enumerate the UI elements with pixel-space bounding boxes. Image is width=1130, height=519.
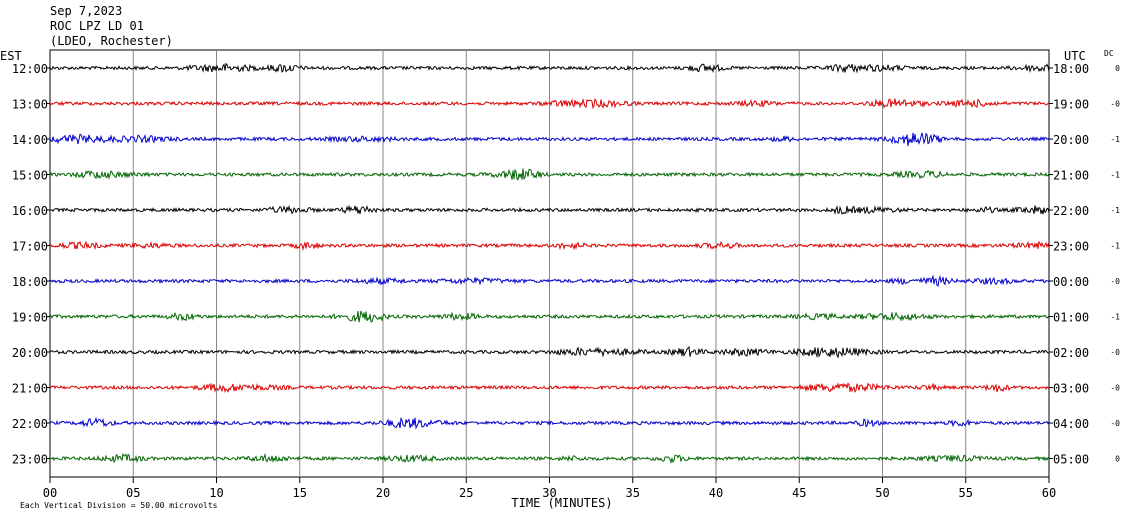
trace-1200 [49, 62, 1050, 74]
left-zone-label: EST [0, 49, 22, 63]
x-tick-label-60: 60 [1042, 486, 1056, 500]
trace-1600 [50, 204, 1050, 215]
est-label: 20:00 [12, 346, 48, 360]
x-tick-label-45: 45 [792, 486, 806, 500]
network-name: (LDEO, Rochester) [50, 34, 173, 48]
utc-label: 05:00 [1053, 453, 1089, 467]
est-label: 14:00 [12, 133, 48, 147]
time-gridlines [132, 50, 967, 477]
dc-value: 0 [1115, 64, 1120, 73]
utc-label: 01:00 [1053, 311, 1089, 325]
est-label: 13:00 [12, 98, 48, 112]
trace-2100 [49, 382, 1050, 394]
utc-label: 22:00 [1053, 204, 1089, 218]
x-tick-label-30: 30 [542, 486, 556, 500]
utc-label: 19:00 [1053, 98, 1089, 112]
utc-label: 18:00 [1053, 62, 1089, 76]
x-tick-label-20: 20 [376, 486, 390, 500]
trace-1400 [49, 132, 1050, 147]
x-tick-label-25: 25 [459, 486, 473, 500]
dc-value: -1 [1110, 171, 1120, 180]
est-label: 23:00 [12, 453, 48, 467]
dc-value: -1 [1110, 313, 1120, 322]
utc-label: 21:00 [1053, 169, 1089, 183]
utc-label: 04:00 [1053, 417, 1089, 431]
est-label: 12:00 [12, 62, 48, 76]
seismic-traces [49, 62, 1050, 465]
trace-1900 [49, 310, 1050, 323]
utc-label: 02:00 [1053, 346, 1089, 360]
trace-1800 [49, 274, 1050, 287]
est-label: 19:00 [12, 311, 48, 325]
utc-label: 23:00 [1053, 240, 1089, 254]
x-tick-label-05: 05 [126, 486, 140, 500]
chart-date: Sep 7,2023 [50, 4, 123, 18]
trace-1500 [49, 168, 1050, 181]
x-axis-ticks: 00 05 10 15 20 25 30 35 40 45 50 55 60 [43, 477, 1056, 500]
est-label: 21:00 [12, 382, 48, 396]
x-tick-label-50: 50 [875, 486, 889, 500]
trace-1700 [49, 240, 1050, 252]
dc-value: -0 [1110, 419, 1120, 428]
x-tick-label-15: 15 [293, 486, 307, 500]
est-label: 18:00 [12, 275, 48, 289]
utc-label: 00:00 [1053, 275, 1089, 289]
est-label: 17:00 [12, 240, 48, 254]
dc-value: -0 [1110, 384, 1120, 393]
est-label: 15:00 [12, 169, 48, 183]
dc-value: -1 [1110, 135, 1120, 144]
row-labels: 12:00 18:00 0 13:00 19:00 -0 14:00 20:00 -1 15:00… [12, 62, 1120, 467]
x-tick-label-10: 10 [209, 486, 223, 500]
trace-2300 [49, 452, 1050, 465]
utc-label: 03:00 [1053, 382, 1089, 396]
dc-value: -1 [1110, 206, 1120, 215]
dc-value: -0 [1110, 277, 1120, 286]
dc-value: 0 [1115, 455, 1120, 464]
scale-note: Each Vertical Division = 50.00 microvolt… [20, 501, 218, 510]
utc-label: 20:00 [1053, 133, 1089, 147]
dc-value: -0 [1110, 348, 1120, 357]
station-name: ROC LPZ LD 01 [50, 19, 144, 33]
dc-header: DC [1104, 49, 1114, 58]
dc-value: -1 [1110, 242, 1120, 251]
x-axis-title: TIME (MINUTES) [511, 496, 612, 510]
est-label: 22:00 [12, 417, 48, 431]
right-zone-label: UTC [1064, 49, 1086, 63]
x-tick-label-40: 40 [709, 486, 723, 500]
dc-value: -0 [1110, 100, 1120, 109]
trace-1300 [49, 97, 1050, 110]
x-tick-label-35: 35 [626, 486, 640, 500]
trace-2200 [49, 416, 1050, 430]
x-tick-label-00: 00 [43, 486, 57, 500]
trace-2000 [49, 345, 1050, 359]
x-tick-label-55: 55 [959, 486, 973, 500]
est-label: 16:00 [12, 204, 48, 218]
